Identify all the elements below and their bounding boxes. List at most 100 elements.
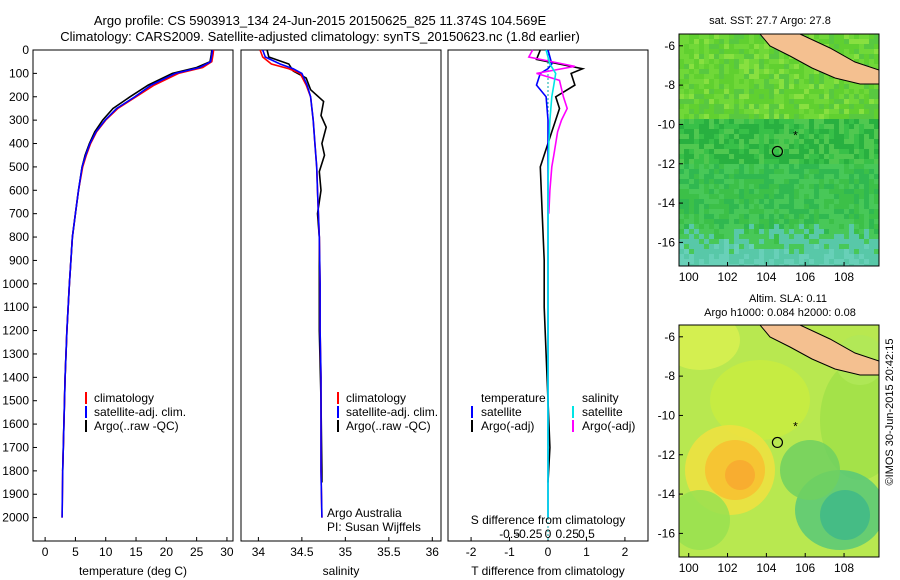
sst-cell xyxy=(864,229,869,234)
sst-cell xyxy=(784,249,789,254)
sst-cell xyxy=(749,234,754,239)
sst-cell xyxy=(869,254,874,259)
depth-axis: 0100200300400500600700800900100011001200… xyxy=(2,43,452,525)
sst-cell xyxy=(699,109,704,114)
sst-cell xyxy=(724,54,729,59)
sst-cell xyxy=(689,219,694,224)
sst-cell xyxy=(769,209,774,214)
sst-cell xyxy=(729,254,734,259)
sst-cell xyxy=(834,229,839,234)
sst-cell xyxy=(864,139,869,144)
sst-cell xyxy=(829,129,834,134)
sst-cell xyxy=(789,194,794,199)
sst-cell xyxy=(829,119,834,124)
sst-cell xyxy=(864,159,869,164)
sst-cell xyxy=(734,54,739,59)
sst-cell xyxy=(749,34,754,39)
sst-cell xyxy=(784,174,789,179)
lat-tick-label: -16 xyxy=(658,235,676,249)
sst-cell xyxy=(849,244,854,249)
sst-cell xyxy=(699,89,704,94)
sst-cell xyxy=(874,94,879,99)
sst-cell xyxy=(759,224,764,229)
sst-cell xyxy=(719,194,724,199)
sst-cell xyxy=(854,214,859,219)
sst-cell xyxy=(709,84,714,89)
sst-cell xyxy=(754,189,759,194)
sst-cell xyxy=(739,179,744,184)
sst-cell xyxy=(844,214,849,219)
sst-cell xyxy=(709,124,714,129)
sst-cell xyxy=(709,114,714,119)
sst-cell xyxy=(814,229,819,234)
sst-cell xyxy=(719,154,724,159)
lon-tick-label: 106 xyxy=(795,561,815,575)
sst-cell xyxy=(729,229,734,234)
sst-cell xyxy=(784,204,789,209)
sst-cell xyxy=(849,254,854,259)
sst-cell xyxy=(809,124,814,129)
sst-cell xyxy=(694,139,699,144)
sst-cell xyxy=(704,54,709,59)
sst-cell xyxy=(854,244,859,249)
sst-cell xyxy=(819,124,824,129)
sst-cell xyxy=(684,109,689,114)
salinity-plot-frame xyxy=(240,49,442,542)
sst-cell xyxy=(869,99,874,104)
sst-cell xyxy=(689,79,694,84)
sst-cell xyxy=(729,144,734,149)
sst-cell xyxy=(704,44,709,49)
sst-cell xyxy=(769,169,774,174)
salinity-legend: climatology satellite-adj. clim. Argo(..… xyxy=(337,391,438,433)
sst-cell xyxy=(729,249,734,254)
sst-cell xyxy=(759,94,764,99)
sst-cell xyxy=(829,264,834,266)
sst-cell xyxy=(774,49,779,54)
sst-cell xyxy=(719,44,724,49)
sst-cell xyxy=(759,159,764,164)
sst-cell xyxy=(859,109,864,114)
sst-cell xyxy=(874,214,879,219)
sst-cell xyxy=(739,59,744,64)
sst-cell xyxy=(759,184,764,189)
sst-cell xyxy=(874,99,879,104)
sst-cell xyxy=(679,214,684,219)
sst-cell xyxy=(684,264,689,266)
sst-cell xyxy=(764,49,769,54)
sst-cell xyxy=(819,74,824,79)
sst-cell xyxy=(734,149,739,154)
sst-cell xyxy=(769,79,774,84)
depth-tick-label: 100 xyxy=(9,66,29,80)
sst-cell xyxy=(829,219,834,224)
sst-cell xyxy=(829,139,834,144)
sst-cell xyxy=(849,239,854,244)
sst-cell xyxy=(764,164,769,169)
sst-cell xyxy=(719,94,724,99)
temperature-series xyxy=(61,49,215,518)
sst-cell xyxy=(794,194,799,199)
sst-cell xyxy=(874,159,879,164)
sst-cell xyxy=(709,169,714,174)
sst-cell xyxy=(734,179,739,184)
sst-cell xyxy=(744,164,749,169)
sst-cell xyxy=(789,114,794,119)
sst-cell xyxy=(849,224,854,229)
sst-cell xyxy=(749,139,754,144)
sst-cell xyxy=(814,189,819,194)
sst-cell xyxy=(749,54,754,59)
sst-cell xyxy=(859,209,864,214)
sst-cell xyxy=(769,249,774,254)
sst-cell xyxy=(699,174,704,179)
sst-cell xyxy=(784,254,789,259)
sst-cell xyxy=(704,79,709,84)
sst-cell xyxy=(799,149,804,154)
sst-cell xyxy=(854,224,859,229)
sst-cell xyxy=(789,154,794,159)
sst-cell xyxy=(784,59,789,64)
lon-tick-label: 108 xyxy=(834,270,854,284)
lat-tick-label: -6 xyxy=(664,330,675,344)
sst-cell xyxy=(874,264,879,266)
sst-cell xyxy=(844,104,849,109)
sst-cell xyxy=(794,189,799,194)
sst-cell xyxy=(774,169,779,174)
